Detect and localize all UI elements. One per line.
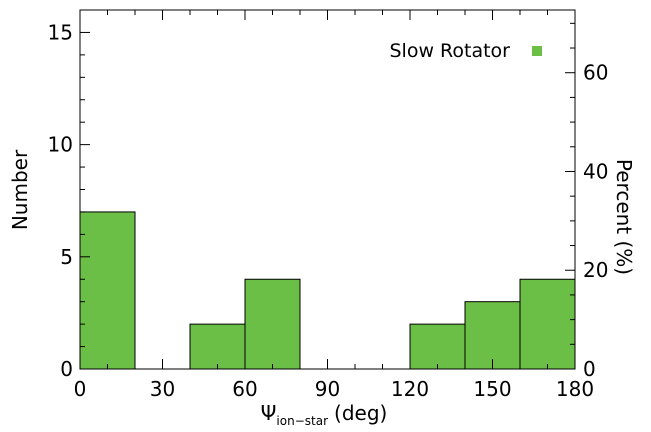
- right-y-tick-label: 0: [583, 357, 596, 381]
- x-tick-label: 0: [74, 377, 87, 401]
- bars-layer: [79, 211, 576, 370]
- x-tick-label: 90: [315, 377, 340, 401]
- histogram-bar: [464, 301, 521, 370]
- y-tick-label: 15: [48, 20, 73, 44]
- x-tick-label: 60: [232, 377, 257, 401]
- right-y-axis-label: Percent (%): [612, 159, 636, 275]
- y-tick-label: 5: [60, 245, 73, 269]
- histogram-bar: [409, 323, 466, 370]
- x-tick-label: 180: [556, 377, 594, 401]
- right-y-tick-label: 60: [583, 61, 608, 85]
- histogram-bar: [244, 278, 301, 370]
- x-axis-label-symbol: Ψ: [261, 401, 277, 425]
- x-tick-label: 150: [473, 377, 511, 401]
- y-axis-label: Number: [8, 149, 32, 230]
- histogram-bar: [519, 278, 576, 370]
- axes-layer: [79, 9, 576, 370]
- y-tick-label: 10: [48, 133, 73, 157]
- x-axis-label-subscript: ion−star: [276, 414, 328, 428]
- histogram-bar: [189, 323, 246, 370]
- right-y-tick-label: 20: [583, 258, 608, 282]
- x-tick-label: 30: [150, 377, 175, 401]
- y-tick-label: 0: [60, 357, 73, 381]
- histogram-bar: [79, 211, 136, 370]
- x-tick-label: 120: [391, 377, 429, 401]
- legend-label: Slow Rotator: [390, 40, 511, 62]
- x-axis-label-unit: (deg): [334, 401, 387, 425]
- right-y-tick-label: 40: [583, 159, 608, 183]
- x-axis-label: Ψion−star (deg): [261, 401, 388, 428]
- legend-swatch: [532, 46, 542, 56]
